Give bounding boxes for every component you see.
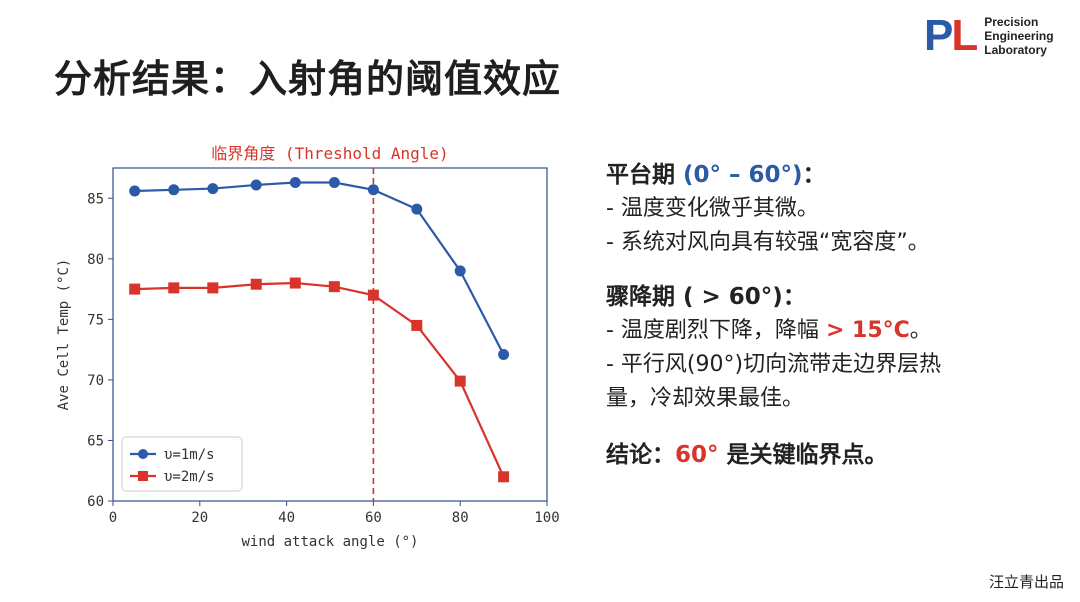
drop-point-3: 量，冷却效果最佳。: [606, 386, 805, 411]
y-axis-label: Ave Cell Temp (°C): [56, 259, 72, 411]
data-point: [207, 183, 219, 195]
data-point: [454, 265, 466, 277]
data-point: [168, 184, 180, 196]
data-point: [250, 278, 262, 290]
logo-line-3: Laboratory: [984, 43, 1047, 57]
plateau-point-2: - 系统对风向具有较强“宽容度”。: [606, 230, 930, 255]
x-tick-label: 20: [191, 510, 208, 526]
lab-logo: PL Precision Engineering Laboratory: [924, 14, 1054, 58]
logo-mark: PL: [924, 11, 978, 60]
plateau-heading: 平台期 (0° – 60°)：: [606, 162, 826, 188]
y-tick-label: 80: [87, 252, 104, 268]
legend-label: υ=1m/s: [164, 447, 215, 463]
x-tick-label: 0: [109, 510, 117, 526]
chart-title: 临界角度 (Threshold Angle): [211, 144, 448, 163]
data-point: [367, 289, 379, 301]
data-point: [129, 283, 141, 295]
data-point: [498, 348, 510, 360]
y-tick-label: 60: [87, 494, 104, 510]
data-point: [289, 277, 301, 289]
data-point: [207, 282, 219, 294]
drop-heading: 骤降期 ( > 60°)：: [606, 284, 806, 310]
y-tick-label: 70: [87, 373, 104, 389]
data-point: [129, 185, 141, 197]
drop-point-1: - 温度剧烈下降，降幅 > 15°C。: [606, 318, 932, 343]
legend-marker: [138, 471, 148, 481]
footer-credit: 汪立青出品: [988, 573, 1064, 591]
temperature-chart: 0 20 40 60 80 100 60 65 70 75 80 85 wind attack angl…: [56, 144, 560, 550]
y-tick-label: 65: [87, 433, 104, 449]
series-line-2: [134, 281, 505, 478]
x-tick-label: 100: [534, 510, 559, 526]
series-line-1: [134, 181, 505, 355]
analysis-panel: 平台期 (0° – 60°)： - 温度变化微乎其微。 - 系统对风向具有较强“…: [606, 158, 1066, 472]
slide-title: 分析结果：入射角的阈值效应: [54, 57, 562, 101]
data-point: [411, 203, 423, 215]
data-point: [367, 184, 379, 196]
x-axis-label: wind attack angle (°): [241, 534, 418, 550]
data-point: [498, 471, 510, 483]
data-point: [168, 282, 180, 294]
data-point: [328, 177, 340, 189]
plot-frame: [112, 167, 548, 502]
x-tick-label: 60: [365, 510, 382, 526]
logo-line-1: Precision: [984, 15, 1039, 29]
y-tick-label: 85: [87, 191, 104, 207]
legend-marker: [138, 449, 148, 459]
x-tick-label: 40: [278, 510, 295, 526]
conclusion: 结论：60° 是关键临界点。: [606, 442, 888, 468]
legend-box: [121, 436, 243, 492]
logo-text: Precision Engineering Laboratory: [984, 15, 1053, 57]
logo-line-2: Engineering: [984, 29, 1054, 43]
data-point: [328, 281, 340, 293]
plateau-point-1: - 温度变化微乎其微。: [606, 196, 819, 221]
drop-point-2: - 平行风(90°)切向流带走边界层热: [606, 352, 942, 377]
data-point: [289, 177, 301, 189]
y-tick-label: 75: [87, 312, 104, 328]
legend-label: υ=2m/s: [164, 469, 215, 485]
data-point: [250, 179, 262, 191]
x-tick-label: 80: [452, 510, 469, 526]
data-point: [411, 319, 423, 331]
data-point: [454, 375, 466, 387]
